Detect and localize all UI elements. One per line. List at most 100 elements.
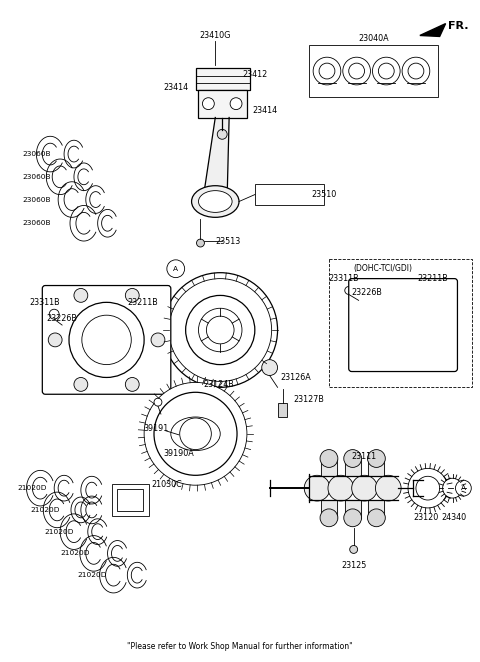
Text: 23126A: 23126A — [280, 373, 311, 382]
Circle shape — [416, 476, 440, 500]
Circle shape — [196, 239, 204, 247]
Text: 23127B: 23127B — [294, 395, 324, 404]
Text: 23060B: 23060B — [23, 174, 51, 180]
Text: 23513: 23513 — [216, 236, 241, 246]
Circle shape — [154, 393, 237, 475]
Circle shape — [408, 63, 424, 79]
Text: 23226B: 23226B — [47, 314, 78, 322]
Text: 23226B: 23226B — [351, 288, 382, 297]
Text: 24340: 24340 — [441, 513, 466, 522]
Text: 23124B: 23124B — [203, 380, 234, 389]
Text: 23060B: 23060B — [23, 151, 51, 157]
Circle shape — [217, 129, 227, 139]
Ellipse shape — [192, 186, 239, 217]
Text: (DOHC-TCI/GDI): (DOHC-TCI/GDI) — [354, 264, 413, 273]
Circle shape — [328, 475, 354, 501]
Circle shape — [356, 319, 368, 331]
Circle shape — [456, 480, 471, 496]
Bar — [255, 184, 324, 205]
FancyBboxPatch shape — [42, 285, 171, 395]
Bar — [309, 45, 438, 97]
Circle shape — [82, 315, 131, 365]
Circle shape — [313, 57, 341, 85]
Ellipse shape — [199, 191, 232, 213]
Text: 23510: 23510 — [312, 190, 336, 199]
Circle shape — [125, 289, 139, 303]
Text: 23410G: 23410G — [200, 31, 231, 40]
Polygon shape — [420, 24, 445, 36]
Text: 23414: 23414 — [163, 83, 188, 92]
Circle shape — [169, 279, 272, 381]
Circle shape — [48, 333, 62, 347]
Circle shape — [304, 475, 330, 501]
Circle shape — [125, 377, 139, 391]
Circle shape — [372, 57, 400, 85]
FancyBboxPatch shape — [349, 279, 457, 371]
Circle shape — [206, 316, 234, 344]
Ellipse shape — [171, 417, 220, 451]
Circle shape — [344, 509, 361, 527]
Circle shape — [352, 475, 377, 501]
Text: 23060B: 23060B — [23, 197, 51, 203]
Text: 23120: 23120 — [413, 513, 438, 522]
Circle shape — [320, 509, 338, 527]
Circle shape — [343, 57, 371, 85]
Circle shape — [203, 98, 214, 110]
Circle shape — [167, 260, 185, 277]
Circle shape — [69, 303, 144, 377]
Circle shape — [418, 355, 430, 367]
Polygon shape — [345, 500, 360, 518]
Circle shape — [74, 289, 88, 303]
Text: 23414: 23414 — [252, 106, 277, 115]
Circle shape — [320, 449, 338, 467]
Circle shape — [408, 469, 447, 508]
Circle shape — [368, 509, 385, 527]
Circle shape — [402, 57, 430, 85]
Text: 23111: 23111 — [351, 452, 376, 461]
Text: 21020D: 21020D — [77, 572, 106, 578]
Bar — [118, 489, 143, 511]
Text: 21020D: 21020D — [44, 529, 73, 535]
Circle shape — [372, 293, 435, 357]
Circle shape — [378, 63, 394, 79]
Text: A: A — [461, 485, 466, 491]
Text: 23211B: 23211B — [418, 274, 448, 283]
Circle shape — [376, 283, 388, 295]
Text: A: A — [173, 265, 178, 271]
Bar — [277, 403, 288, 417]
Polygon shape — [204, 117, 229, 197]
Text: 23311B: 23311B — [29, 298, 60, 307]
Text: 23311B: 23311B — [328, 274, 359, 283]
Circle shape — [186, 295, 255, 365]
Text: 21020D: 21020D — [18, 485, 47, 491]
Circle shape — [74, 377, 88, 391]
Bar — [199, 90, 247, 117]
Bar — [195, 68, 250, 90]
Text: 21020D: 21020D — [30, 507, 60, 513]
Circle shape — [199, 308, 242, 352]
Circle shape — [230, 98, 242, 110]
Text: 39190A: 39190A — [163, 449, 194, 458]
Circle shape — [262, 359, 277, 375]
Circle shape — [154, 399, 162, 406]
Text: 21030C: 21030C — [151, 480, 182, 489]
Circle shape — [49, 309, 59, 319]
Circle shape — [368, 449, 385, 467]
Text: FR.: FR. — [447, 21, 468, 30]
Text: 23040A: 23040A — [358, 34, 389, 43]
Polygon shape — [321, 459, 337, 476]
Circle shape — [439, 319, 451, 331]
Text: "Please refer to Work Shop Manual for further information": "Please refer to Work Shop Manual for fu… — [127, 641, 353, 651]
Bar — [111, 484, 149, 516]
Circle shape — [418, 283, 430, 295]
Circle shape — [144, 383, 247, 485]
Text: 23125: 23125 — [341, 561, 366, 570]
Text: 23412: 23412 — [242, 70, 267, 79]
Circle shape — [163, 273, 277, 387]
Text: 39191: 39191 — [144, 424, 168, 434]
Circle shape — [349, 63, 364, 79]
Circle shape — [376, 355, 388, 367]
Circle shape — [319, 63, 335, 79]
Circle shape — [350, 545, 358, 553]
Circle shape — [384, 305, 423, 345]
